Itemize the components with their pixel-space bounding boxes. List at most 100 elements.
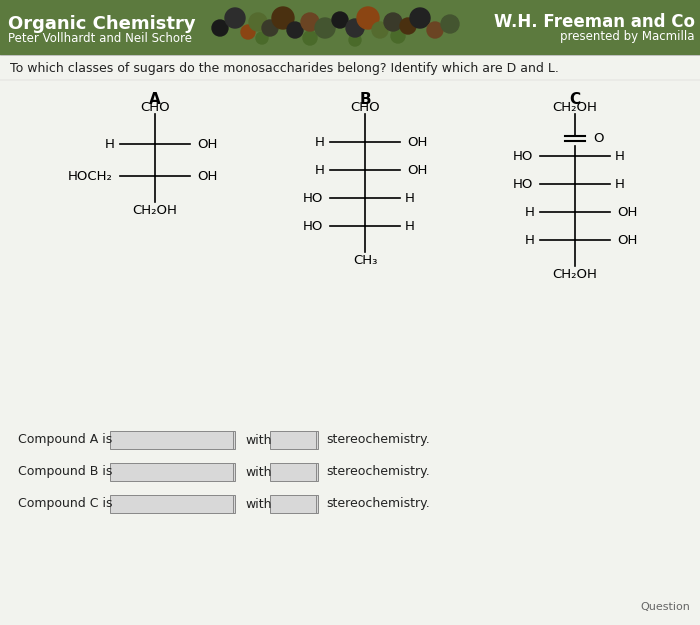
Bar bbox=[288, 24, 300, 36]
Bar bbox=[360, 120, 372, 132]
Bar bbox=[480, 552, 492, 564]
Bar bbox=[540, 12, 552, 24]
Bar bbox=[156, 84, 168, 96]
Bar bbox=[312, 336, 324, 348]
Text: HO: HO bbox=[302, 191, 323, 204]
Bar bbox=[480, 288, 492, 300]
Bar bbox=[696, 432, 700, 444]
Bar bbox=[624, 624, 636, 625]
Bar bbox=[72, 408, 84, 420]
Bar bbox=[600, 528, 612, 540]
Bar bbox=[324, 204, 336, 216]
Bar bbox=[228, 324, 240, 336]
Bar bbox=[612, 372, 624, 384]
Bar bbox=[684, 108, 696, 120]
Bar bbox=[12, 564, 24, 576]
Bar bbox=[660, 156, 672, 168]
Bar bbox=[168, 528, 180, 540]
Bar bbox=[204, 108, 216, 120]
Bar bbox=[468, 420, 480, 432]
Bar bbox=[144, 456, 156, 468]
Bar bbox=[288, 216, 300, 228]
Bar bbox=[192, 144, 204, 156]
Bar bbox=[48, 120, 60, 132]
Bar bbox=[672, 168, 684, 180]
Bar bbox=[108, 12, 120, 24]
Bar bbox=[576, 0, 588, 12]
Bar bbox=[396, 468, 408, 480]
Bar bbox=[492, 492, 504, 504]
Bar bbox=[564, 372, 576, 384]
Bar bbox=[336, 264, 348, 276]
Bar bbox=[132, 276, 144, 288]
Text: H: H bbox=[315, 164, 325, 176]
Bar bbox=[312, 384, 324, 396]
Bar bbox=[336, 72, 348, 84]
Bar bbox=[456, 72, 468, 84]
Bar bbox=[348, 276, 360, 288]
Bar bbox=[84, 612, 96, 624]
Bar bbox=[216, 48, 228, 60]
Bar bbox=[264, 408, 276, 420]
Bar bbox=[156, 444, 168, 456]
Bar bbox=[144, 168, 156, 180]
Bar bbox=[204, 276, 216, 288]
Bar bbox=[144, 528, 156, 540]
Bar bbox=[72, 432, 84, 444]
Bar bbox=[660, 396, 672, 408]
Bar bbox=[216, 216, 228, 228]
Bar bbox=[660, 612, 672, 624]
Bar bbox=[444, 372, 456, 384]
Bar bbox=[588, 468, 600, 480]
Bar bbox=[348, 324, 360, 336]
Bar bbox=[684, 372, 696, 384]
Bar bbox=[312, 264, 324, 276]
Bar bbox=[360, 480, 372, 492]
Bar bbox=[144, 120, 156, 132]
Bar bbox=[276, 372, 288, 384]
Bar bbox=[216, 456, 228, 468]
Bar bbox=[600, 456, 612, 468]
Text: OH: OH bbox=[407, 164, 428, 176]
Bar bbox=[324, 84, 336, 96]
Bar bbox=[372, 588, 384, 600]
Bar bbox=[696, 144, 700, 156]
Bar bbox=[0, 144, 12, 156]
Bar bbox=[156, 564, 168, 576]
Bar bbox=[144, 600, 156, 612]
Bar bbox=[240, 360, 252, 372]
Bar bbox=[24, 168, 36, 180]
Bar bbox=[612, 252, 624, 264]
Bar bbox=[252, 420, 264, 432]
Bar bbox=[24, 48, 36, 60]
Bar bbox=[420, 444, 432, 456]
Bar bbox=[576, 240, 588, 252]
Bar bbox=[408, 0, 420, 12]
Bar bbox=[264, 72, 276, 84]
Bar bbox=[504, 288, 516, 300]
Bar bbox=[276, 420, 288, 432]
Bar bbox=[264, 48, 276, 60]
Bar bbox=[408, 288, 420, 300]
Bar bbox=[216, 600, 228, 612]
Bar bbox=[156, 132, 168, 144]
Bar bbox=[72, 336, 84, 348]
Bar bbox=[456, 144, 468, 156]
Bar bbox=[240, 576, 252, 588]
Bar bbox=[540, 372, 552, 384]
Bar bbox=[84, 588, 96, 600]
Bar bbox=[600, 168, 612, 180]
Bar bbox=[48, 96, 60, 108]
Bar bbox=[516, 348, 528, 360]
Bar bbox=[660, 420, 672, 432]
Bar bbox=[216, 168, 228, 180]
Bar bbox=[480, 408, 492, 420]
Bar bbox=[240, 192, 252, 204]
Bar bbox=[636, 444, 648, 456]
Bar bbox=[276, 468, 288, 480]
Bar bbox=[312, 192, 324, 204]
Bar bbox=[216, 72, 228, 84]
Bar bbox=[48, 168, 60, 180]
Bar bbox=[240, 216, 252, 228]
Bar bbox=[360, 96, 372, 108]
